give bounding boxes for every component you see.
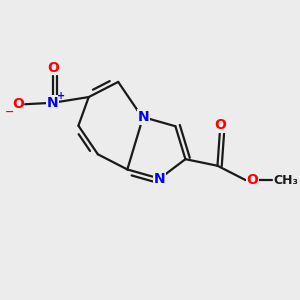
Text: CH₃: CH₃	[273, 173, 298, 187]
Text: O: O	[214, 118, 226, 132]
Text: −: −	[5, 106, 14, 116]
Text: +: +	[58, 91, 66, 100]
Text: N: N	[47, 96, 59, 110]
Text: O: O	[246, 173, 258, 187]
Text: N: N	[137, 110, 149, 124]
Text: O: O	[47, 61, 59, 75]
Text: N: N	[154, 172, 166, 186]
Text: O: O	[12, 97, 24, 111]
